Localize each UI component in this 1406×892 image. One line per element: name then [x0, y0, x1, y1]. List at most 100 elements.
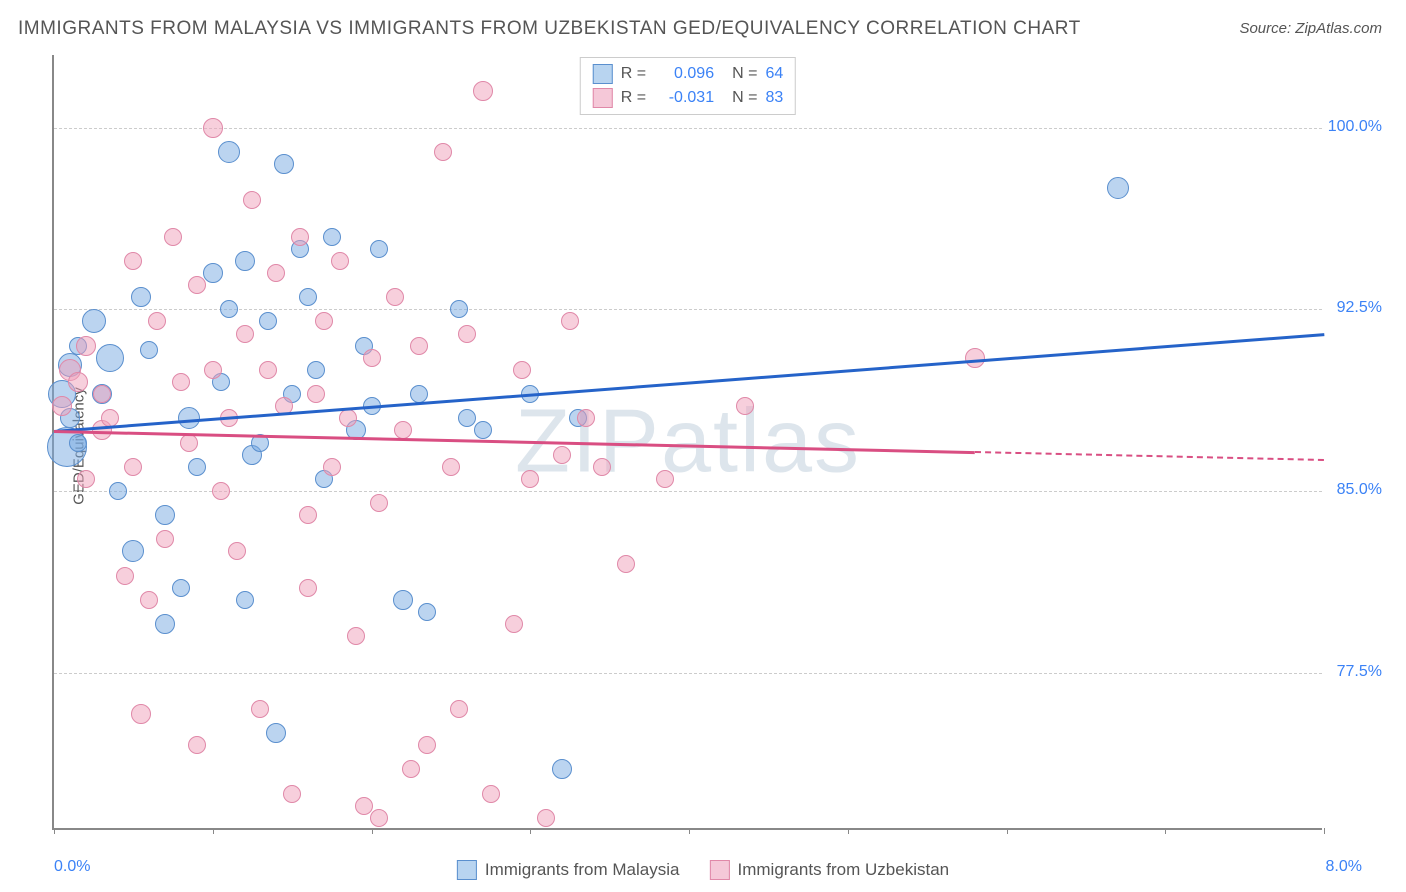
scatter-point — [203, 118, 223, 138]
scatter-point — [188, 276, 206, 294]
y-tick-label: 85.0% — [1337, 481, 1382, 499]
scatter-point — [418, 603, 436, 621]
legend-item-uzbekistan: Immigrants from Uzbekistan — [709, 860, 949, 880]
x-tick — [530, 828, 531, 834]
grid-line — [54, 491, 1322, 492]
scatter-point — [1107, 177, 1129, 199]
scatter-point — [274, 154, 294, 174]
scatter-point — [283, 785, 301, 803]
n-label: N = — [732, 65, 757, 83]
scatter-point — [124, 458, 142, 476]
scatter-point — [299, 288, 317, 306]
scatter-point — [552, 759, 572, 779]
grid-line — [54, 309, 1322, 310]
scatter-point — [52, 396, 72, 416]
scatter-point — [736, 397, 754, 415]
scatter-point — [458, 409, 476, 427]
y-tick-label: 77.5% — [1337, 663, 1382, 681]
scatter-point — [156, 530, 174, 548]
scatter-point — [323, 458, 341, 476]
scatter-point — [243, 191, 261, 209]
scatter-point — [450, 700, 468, 718]
plot-area: ZIPatlas R = 0.096 N = 64 R = -0.031 N =… — [52, 55, 1322, 830]
correlation-legend: R = 0.096 N = 64 R = -0.031 N = 83 — [580, 57, 796, 115]
trend-line-dashed — [975, 451, 1324, 461]
x-axis-max-label: 8.0% — [1326, 858, 1362, 876]
scatter-point — [155, 505, 175, 525]
scatter-point — [218, 141, 240, 163]
legend-swatch-malaysia-icon — [457, 860, 477, 880]
scatter-point — [188, 458, 206, 476]
trend-line — [54, 334, 1324, 434]
scatter-point — [82, 309, 106, 333]
scatter-point — [220, 300, 238, 318]
scatter-point — [347, 627, 365, 645]
scatter-point — [203, 263, 223, 283]
chart-title: IMMIGRANTS FROM MALAYSIA VS IMMIGRANTS F… — [18, 18, 1081, 40]
scatter-point — [69, 434, 87, 452]
x-tick — [848, 828, 849, 834]
grid-line — [54, 673, 1322, 674]
scatter-point — [537, 809, 555, 827]
scatter-point — [458, 325, 476, 343]
scatter-point — [355, 797, 373, 815]
scatter-point — [109, 482, 127, 500]
scatter-point — [450, 300, 468, 318]
scatter-point — [266, 723, 286, 743]
scatter-point — [965, 348, 985, 368]
scatter-point — [323, 228, 341, 246]
scatter-point — [68, 372, 88, 392]
scatter-point — [236, 325, 254, 343]
scatter-point — [236, 591, 254, 609]
scatter-point — [155, 614, 175, 634]
y-tick-label: 92.5% — [1337, 299, 1382, 317]
scatter-point — [172, 373, 190, 391]
scatter-point — [339, 409, 357, 427]
scatter-point — [77, 470, 95, 488]
n-value: 64 — [765, 65, 783, 83]
x-tick — [213, 828, 214, 834]
x-tick — [1165, 828, 1166, 834]
scatter-point — [291, 228, 309, 246]
scatter-point — [267, 264, 285, 282]
scatter-point — [482, 785, 500, 803]
scatter-point — [96, 344, 124, 372]
scatter-point — [393, 590, 413, 610]
x-tick — [1324, 828, 1325, 834]
scatter-point — [402, 760, 420, 778]
scatter-point — [474, 421, 492, 439]
scatter-point — [251, 700, 269, 718]
r-value: -0.031 — [654, 89, 714, 107]
scatter-point — [188, 736, 206, 754]
scatter-point — [235, 251, 255, 271]
scatter-point — [148, 312, 166, 330]
scatter-point — [76, 336, 96, 356]
scatter-point — [553, 446, 571, 464]
scatter-point — [131, 704, 151, 724]
scatter-point — [442, 458, 460, 476]
legend-swatch-uzbekistan-icon — [709, 860, 729, 880]
scatter-point — [370, 809, 388, 827]
scatter-point — [307, 385, 325, 403]
r-label: R = — [621, 65, 646, 83]
scatter-point — [131, 287, 151, 307]
scatter-point — [122, 540, 144, 562]
x-tick — [1007, 828, 1008, 834]
scatter-point — [259, 312, 277, 330]
scatter-point — [505, 615, 523, 633]
scatter-point — [410, 337, 428, 355]
scatter-point — [593, 458, 611, 476]
legend-row-uzbekistan: R = -0.031 N = 83 — [593, 86, 783, 110]
scatter-point — [140, 591, 158, 609]
scatter-point — [331, 252, 349, 270]
scatter-point — [93, 385, 111, 403]
scatter-point — [299, 579, 317, 597]
scatter-point — [617, 555, 635, 573]
scatter-point — [418, 736, 436, 754]
n-label: N = — [732, 89, 757, 107]
source-label: Source: ZipAtlas.com — [1239, 20, 1382, 37]
scatter-point — [656, 470, 674, 488]
scatter-point — [561, 312, 579, 330]
scatter-point — [140, 341, 158, 359]
x-tick — [689, 828, 690, 834]
